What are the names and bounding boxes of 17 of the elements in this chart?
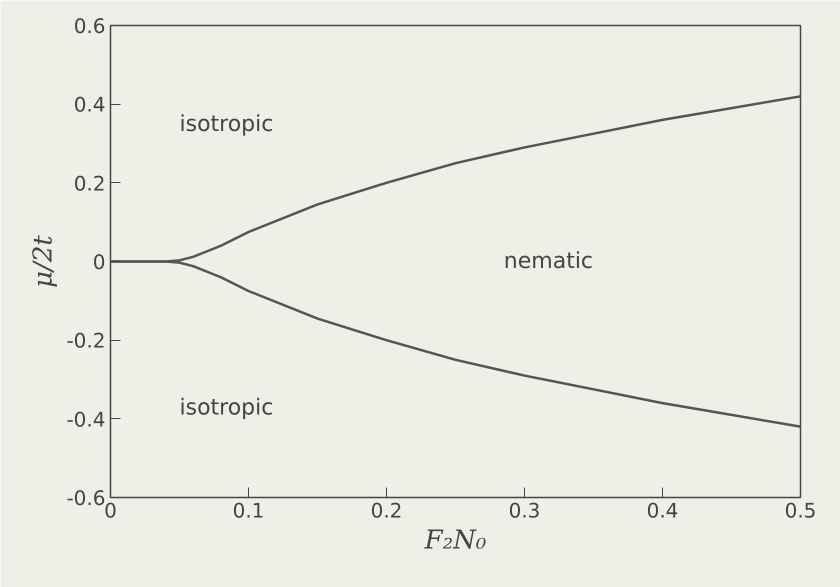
x-tick-label: 0.5 — [784, 498, 816, 522]
x-tick-label: 0.2 — [370, 498, 402, 522]
x-tick-label: 0.4 — [646, 498, 678, 522]
x-tick-label: 0.1 — [232, 498, 264, 522]
annotation: nematic — [504, 249, 594, 274]
y-tick-label: 0.2 — [74, 171, 106, 196]
y-tick-label: 0.6 — [74, 14, 106, 38]
annotation: isotropic — [180, 112, 274, 138]
y-tick-label: 0.4 — [74, 92, 106, 117]
y-tick-label: 0 — [92, 250, 106, 274]
x-axis-title: F₂N₀ — [424, 526, 487, 556]
y-axis-title: μ/2t — [28, 234, 58, 288]
y-tick-label: -0.6 — [66, 486, 106, 510]
y-tick-label: -0.4 — [66, 407, 106, 432]
x-tick-label: 0.3 — [508, 498, 540, 522]
y-tick-label: -0.2 — [66, 328, 106, 353]
annotation: isotropic — [180, 395, 274, 420]
